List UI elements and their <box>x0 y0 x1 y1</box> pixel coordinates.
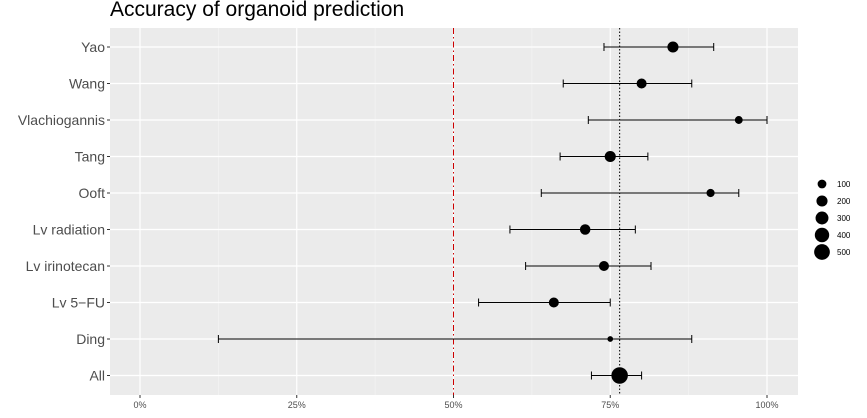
x-tick-label: 100% <box>755 400 778 410</box>
y-tick-label: Ooft <box>79 185 106 201</box>
y-tick-label: Lv 5−FU <box>52 295 105 311</box>
legend-key <box>817 179 827 189</box>
legend-label: 300 <box>837 214 851 223</box>
legend-key <box>814 244 830 260</box>
point-estimate <box>598 260 610 272</box>
legend-label: 500 <box>837 248 851 257</box>
x-tick-label: 50% <box>444 400 462 410</box>
legend-label: 400 <box>837 231 851 240</box>
y-tick-label: Wang <box>69 76 105 92</box>
y-tick-label: Lv irinotecan <box>26 258 105 274</box>
point-estimate <box>611 367 628 384</box>
legend-key <box>814 227 830 243</box>
point-estimate <box>706 188 715 198</box>
y-tick-label: Yao <box>81 39 105 55</box>
point-estimates <box>548 41 743 384</box>
point-estimate <box>548 297 559 308</box>
point-estimate <box>604 150 616 163</box>
size-legend: 100 200 300 400 500 <box>814 179 851 260</box>
point-estimate <box>734 116 743 124</box>
x-axis: 0% 25% 50% 75% 100% <box>133 395 779 410</box>
point-estimate <box>607 336 614 342</box>
legend-key <box>816 195 828 207</box>
legend-label: 100 <box>837 180 851 189</box>
reference-lines <box>453 28 621 395</box>
y-tick-label: Vlachiogannis <box>18 112 105 128</box>
y-tick-label: All <box>89 368 105 384</box>
x-tick-label: 0% <box>133 400 146 410</box>
y-tick-label: Tang <box>75 149 105 165</box>
y-tick-label: Lv radiation <box>33 222 105 238</box>
y-tick-label: Ding <box>76 331 105 347</box>
legend-key <box>815 211 829 225</box>
x-tick-label: 25% <box>288 400 306 410</box>
point-estimate <box>579 224 591 235</box>
x-tick-label: 75% <box>601 400 619 410</box>
y-axis: Yao Wang Vlachiogannis Tang Ooft Lv radiation… <box>18 39 110 384</box>
point-estimate <box>636 78 647 89</box>
point-estimate <box>667 41 679 53</box>
legend-label: 200 <box>837 197 851 206</box>
chart-title: Accuracy of organoid prediction <box>110 0 405 21</box>
